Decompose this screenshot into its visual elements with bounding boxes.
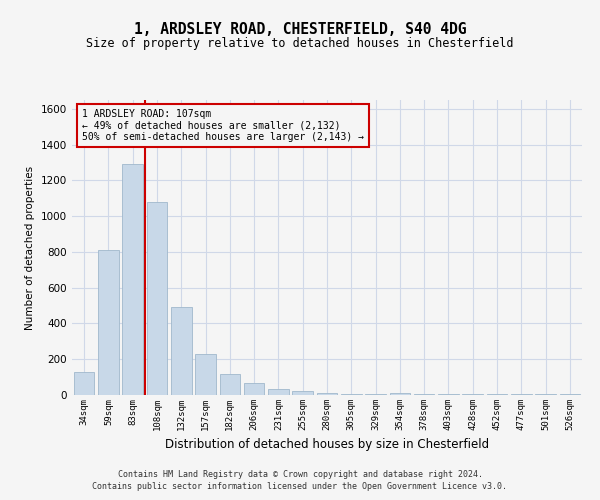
- Bar: [317, 392, 337, 395]
- Bar: [463, 394, 483, 395]
- Bar: [244, 384, 265, 395]
- Bar: [122, 164, 143, 395]
- Bar: [511, 394, 532, 395]
- Bar: [365, 394, 386, 395]
- Text: 1, ARDSLEY ROAD, CHESTERFIELD, S40 4DG: 1, ARDSLEY ROAD, CHESTERFIELD, S40 4DG: [134, 22, 466, 38]
- Bar: [341, 394, 362, 395]
- Bar: [268, 388, 289, 395]
- Bar: [389, 392, 410, 395]
- Bar: [414, 394, 434, 395]
- Bar: [146, 202, 167, 395]
- Bar: [171, 308, 191, 395]
- Text: Contains public sector information licensed under the Open Government Licence v3: Contains public sector information licen…: [92, 482, 508, 491]
- X-axis label: Distribution of detached houses by size in Chesterfield: Distribution of detached houses by size …: [165, 438, 489, 452]
- Text: Size of property relative to detached houses in Chesterfield: Size of property relative to detached ho…: [86, 36, 514, 50]
- Bar: [98, 250, 119, 395]
- Bar: [535, 394, 556, 395]
- Text: 1 ARDSLEY ROAD: 107sqm
← 49% of detached houses are smaller (2,132)
50% of semi-: 1 ARDSLEY ROAD: 107sqm ← 49% of detached…: [82, 109, 364, 142]
- Bar: [74, 372, 94, 395]
- Bar: [220, 374, 240, 395]
- Bar: [438, 394, 459, 395]
- Bar: [292, 391, 313, 395]
- Bar: [487, 394, 508, 395]
- Y-axis label: Number of detached properties: Number of detached properties: [25, 166, 35, 330]
- Bar: [195, 354, 216, 395]
- Bar: [560, 394, 580, 395]
- Text: Contains HM Land Registry data © Crown copyright and database right 2024.: Contains HM Land Registry data © Crown c…: [118, 470, 482, 479]
